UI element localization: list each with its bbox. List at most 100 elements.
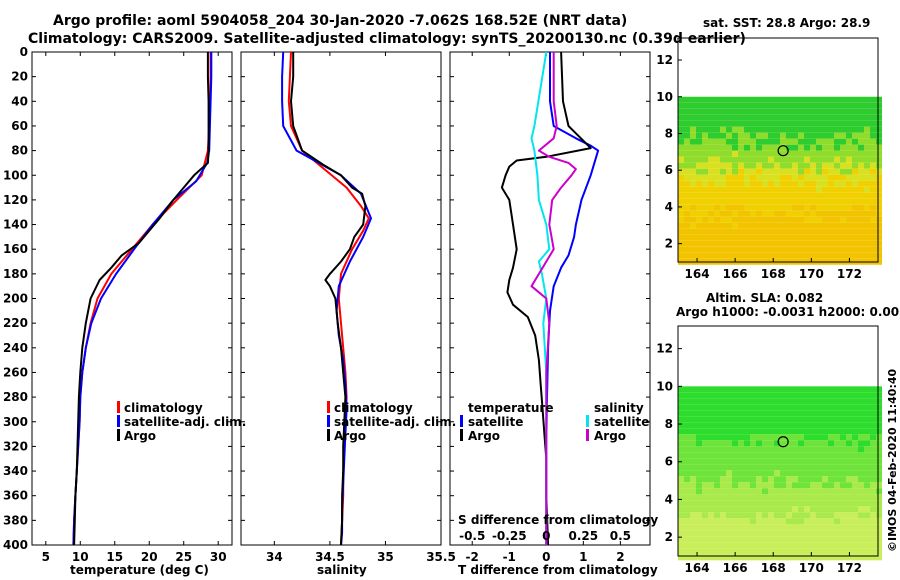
map-cell xyxy=(834,150,840,157)
map-cell xyxy=(804,162,810,169)
map-cell xyxy=(708,422,714,429)
map-cell xyxy=(828,180,834,187)
map-cell xyxy=(714,150,720,157)
map-cell xyxy=(756,102,762,109)
map-cell xyxy=(738,216,744,223)
map-cell xyxy=(690,530,696,537)
map-cell xyxy=(720,554,726,561)
map-cell xyxy=(744,234,750,241)
map-cell xyxy=(780,114,786,121)
map-cell xyxy=(720,434,726,441)
map-cell xyxy=(810,108,816,115)
map-cell xyxy=(690,386,696,393)
map-cell xyxy=(834,392,840,399)
map-cell xyxy=(876,204,882,211)
map-cell xyxy=(840,156,846,163)
map-cell xyxy=(780,192,786,199)
map-cell xyxy=(870,536,876,543)
map-cell xyxy=(702,458,708,465)
map-cell xyxy=(762,150,768,157)
map-cell xyxy=(828,446,834,453)
map-cell xyxy=(714,416,720,423)
map-cell xyxy=(738,530,744,537)
map-cell xyxy=(750,114,756,121)
map-cell xyxy=(870,470,876,477)
map-cell xyxy=(768,204,774,211)
map-cell xyxy=(870,416,876,423)
map-cell xyxy=(834,138,840,145)
map-cell xyxy=(720,144,726,151)
map-cell xyxy=(708,386,714,393)
map-cell xyxy=(846,192,852,199)
map-cell xyxy=(726,428,732,435)
map-cell xyxy=(774,162,780,169)
map-cell xyxy=(744,512,750,519)
map-cell xyxy=(786,488,792,495)
map-cell xyxy=(834,422,840,429)
map-cell xyxy=(768,240,774,247)
map-cell xyxy=(792,404,798,411)
map-cell xyxy=(816,174,822,181)
map-cell xyxy=(756,240,762,247)
map-cell xyxy=(714,440,720,447)
map-cell xyxy=(690,440,696,447)
map-cell xyxy=(738,120,744,127)
map-cell xyxy=(870,126,876,133)
map-cell xyxy=(792,114,798,121)
map-cell xyxy=(732,198,738,205)
map-cell xyxy=(870,228,876,235)
map-cell xyxy=(810,186,816,193)
map-cell xyxy=(690,446,696,453)
map-cell xyxy=(858,518,864,525)
map-cell xyxy=(864,398,870,405)
map-cell xyxy=(750,174,756,181)
map-cell xyxy=(714,114,720,121)
map-cell xyxy=(702,150,708,157)
map-cell xyxy=(798,470,804,477)
map-cell xyxy=(720,410,726,417)
map-cell xyxy=(852,536,858,543)
map-cell xyxy=(726,470,732,477)
map-cell xyxy=(708,476,714,483)
map-cell xyxy=(726,126,732,133)
map-cell xyxy=(798,156,804,163)
map-cell xyxy=(804,216,810,223)
map-cell xyxy=(846,162,852,169)
map-cell xyxy=(762,488,768,495)
map-cell xyxy=(798,138,804,145)
map-cell xyxy=(738,150,744,157)
map-cell xyxy=(732,114,738,121)
map-cell xyxy=(840,252,846,259)
map-cell xyxy=(732,416,738,423)
map-cell xyxy=(828,542,834,549)
map-cell xyxy=(732,156,738,163)
map-cell xyxy=(780,222,786,229)
map-cell xyxy=(714,524,720,531)
legend-label-argo: Argo xyxy=(334,429,366,443)
map-cell xyxy=(840,228,846,235)
map-cell xyxy=(846,530,852,537)
map-cell xyxy=(696,416,702,423)
map-cell xyxy=(732,512,738,519)
map-cell xyxy=(690,536,696,543)
map-cell xyxy=(852,446,858,453)
map-cell xyxy=(684,192,690,199)
map-cell xyxy=(738,452,744,459)
map-cell xyxy=(708,416,714,423)
map-cell xyxy=(690,542,696,549)
map-cell xyxy=(708,168,714,175)
map-cell xyxy=(738,252,744,259)
map-cell xyxy=(726,108,732,115)
map-cell xyxy=(870,548,876,555)
map-cell xyxy=(762,398,768,405)
map-cell xyxy=(846,138,852,145)
map-cell xyxy=(834,530,840,537)
map-cell xyxy=(690,482,696,489)
map-cell xyxy=(744,548,750,555)
map-cell xyxy=(798,392,804,399)
map-cell xyxy=(714,536,720,543)
map-cell xyxy=(840,476,846,483)
map-cell xyxy=(708,180,714,187)
map-cell xyxy=(762,494,768,501)
map-cell xyxy=(756,96,762,103)
